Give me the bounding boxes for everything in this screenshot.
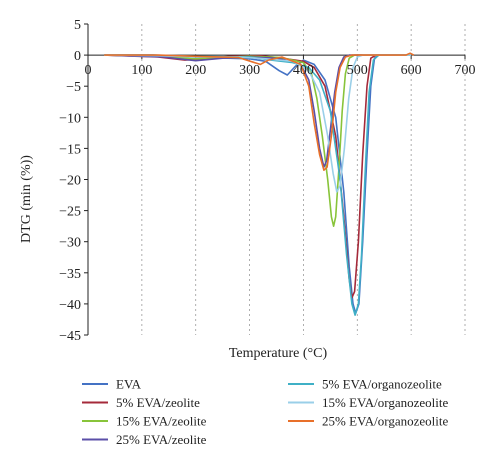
y-tick-label: 5 (74, 18, 81, 33)
x-tick-label: 100 (131, 63, 152, 78)
y-tick-label: 0 (74, 49, 81, 64)
y-tick-label: −30 (59, 236, 81, 251)
grid-layer (141, 24, 466, 335)
y-tick-label: −35 (59, 267, 81, 282)
series-line-3 (104, 54, 412, 168)
legend-label-0: EVA (116, 377, 142, 392)
legend-label-1: 5% EVA/zeolite (116, 395, 200, 410)
y-tick-label: −20 (59, 174, 81, 189)
x-tick-label: 400 (293, 63, 314, 78)
y-tick-label: −45 (59, 329, 81, 344)
x-tick-label: 600 (401, 63, 422, 78)
y-tick-label: −5 (66, 80, 81, 95)
y-tick-label: −40 (59, 298, 81, 313)
legend-label-6: 25% EVA/organozeolite (322, 414, 448, 429)
y-axis-title: DTG (min (%)) (19, 155, 34, 243)
x-tick-label: 200 (185, 63, 206, 78)
x-tick-label: 500 (347, 63, 368, 78)
legend-label-3: 25% EVA/zeolite (116, 432, 207, 447)
x-axis-title: Temperature (°C) (229, 346, 328, 361)
series-line-0 (104, 54, 412, 314)
x-tick-label: 0 (85, 63, 92, 78)
series-layer (104, 52, 415, 316)
legend: EVA 5% EVA/zeolite 15% EVA/zeolite 25% EVA/… (82, 377, 448, 447)
legend-label-2: 15% EVA/zeolite (116, 414, 207, 429)
legend-label-5: 15% EVA/organozeolite (322, 395, 448, 410)
series-line-6 (104, 52, 415, 171)
tick-labels-layer: 5 0 −5 −10 −15 −20 −25 −30 −35 −40 −45 0 100 200 300 40… (59, 18, 475, 344)
y-tick-label: −10 (59, 111, 81, 126)
y-tick-label: −25 (59, 205, 81, 220)
y-tick-label: −15 (59, 142, 81, 157)
series-line-4 (104, 54, 412, 316)
legend-label-4: 5% EVA/organozeolite (322, 377, 442, 392)
x-tick-label: 700 (455, 63, 476, 78)
x-tick-label: 300 (239, 63, 260, 78)
